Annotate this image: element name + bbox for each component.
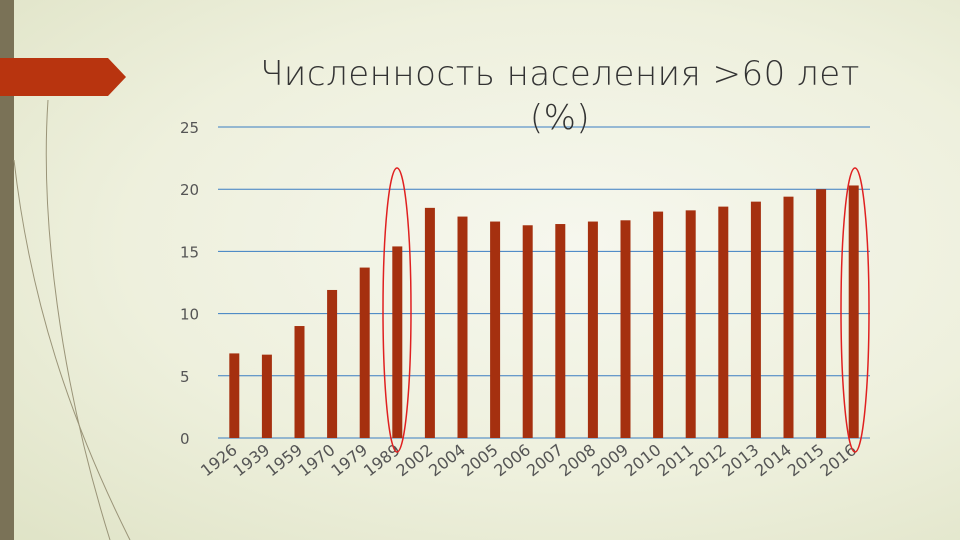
x-tick-label: 2004 [425, 440, 469, 480]
x-tick-label: 2013 [719, 440, 763, 480]
y-tick-label: 0 [180, 430, 190, 448]
y-tick-label: 5 [180, 368, 190, 386]
x-tick-label: 1926 [197, 440, 241, 480]
bar [685, 210, 696, 438]
highlight-ellipse [840, 167, 870, 453]
bar [522, 225, 533, 438]
chart-title: Численность населения >60 лет (%) [260, 54, 860, 138]
y-tick-label: 10 [180, 306, 199, 324]
bar [620, 220, 631, 438]
bar [587, 221, 598, 438]
x-tick-label: 1959 [262, 440, 306, 480]
x-tick-label: 2011 [653, 440, 697, 480]
x-tick-label: 1989 [360, 440, 404, 480]
bar [653, 211, 664, 438]
bar [783, 196, 794, 438]
bar [718, 206, 729, 438]
x-tick-label: 1979 [327, 440, 371, 480]
bar [457, 216, 468, 438]
bar [750, 201, 761, 438]
y-tick-label: 20 [180, 181, 199, 199]
x-tick-label: 2015 [784, 440, 828, 480]
x-tick-label: 2007 [523, 440, 567, 480]
bar [327, 289, 338, 438]
x-tick-label: 1939 [230, 440, 274, 480]
x-tick-label: 2002 [393, 440, 437, 480]
decor-line [13, 159, 131, 540]
bar [848, 185, 859, 438]
y-tick-label: 25 [180, 119, 199, 137]
x-tick-label: 2008 [556, 440, 600, 480]
side-strip [0, 0, 14, 540]
bar [229, 353, 240, 438]
x-tick-label: 1970 [295, 440, 339, 480]
highlight-ellipse [382, 167, 412, 453]
x-tick-label: 2012 [686, 440, 730, 480]
x-tick-label: 2014 [751, 440, 795, 480]
bar [424, 207, 435, 438]
x-tick-label: 2009 [588, 440, 632, 480]
x-tick-label: 2016 [816, 440, 860, 480]
bar [294, 326, 305, 438]
decor-line [45, 99, 111, 540]
bar [816, 189, 827, 438]
bar [555, 224, 566, 438]
bar [490, 221, 501, 438]
bar [359, 267, 370, 438]
x-tick-label: 2006 [490, 440, 534, 480]
x-tick-label: 2005 [458, 440, 502, 480]
bar [392, 246, 403, 438]
title-tab [0, 58, 126, 96]
y-tick-label: 15 [180, 243, 199, 261]
x-tick-label: 2010 [621, 440, 665, 480]
bar [261, 354, 272, 438]
